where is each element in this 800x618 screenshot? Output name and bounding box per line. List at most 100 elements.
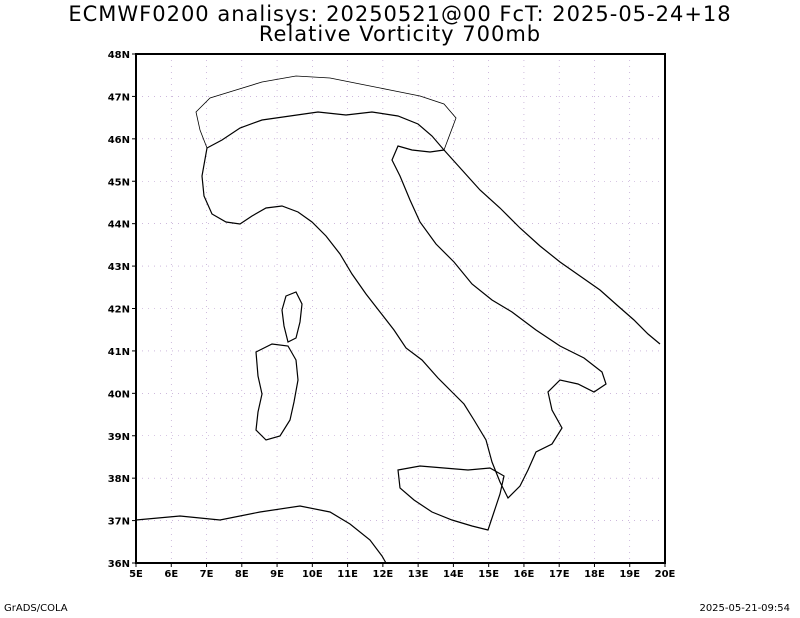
contour-line [534, 186, 547, 194]
contour-line [309, 468, 351, 492]
lon-tick-label: 10E [302, 569, 323, 580]
contour-line [327, 102, 354, 119]
contour-line [278, 140, 322, 200]
contour-line [313, 368, 327, 392]
contour-line [570, 238, 610, 263]
contour-line [407, 320, 434, 340]
contour-line [296, 165, 303, 175]
lat-tick-label: 36N [108, 559, 130, 570]
contour-line [557, 403, 664, 456]
contour-line [521, 179, 559, 202]
contour-line [616, 312, 624, 328]
contour-line [324, 431, 337, 448]
lon-tick-label: 6E [164, 569, 178, 580]
contour-line [551, 137, 569, 143]
contour-line [411, 114, 428, 127]
lat-tick-label: 40N [108, 389, 130, 400]
contour-line [393, 310, 446, 350]
contour-line [577, 413, 644, 446]
contour-line [577, 242, 604, 259]
lat-tick-label: 45N [108, 177, 130, 188]
contour-line [315, 372, 325, 388]
lat-tick-label: 43N [108, 262, 130, 273]
contour-line [142, 532, 158, 548]
lon-tick-label: 14E [443, 569, 464, 580]
contour-line [228, 135, 253, 165]
contour-line [450, 375, 490, 405]
latitude-axis: 48N 47N 46N 45N 44N 43N 42N 41N 40N 39N 38N 37N 36N [108, 50, 136, 570]
contour-line [367, 75, 394, 85]
contour-line [329, 329, 372, 372]
contour-line [224, 210, 235, 230]
lat-tick-label: 38N [108, 474, 130, 485]
contour-line [563, 233, 616, 266]
contour-line [414, 225, 427, 235]
contour-line [590, 420, 630, 440]
contour-line [490, 470, 630, 530]
contour-line [588, 378, 612, 402]
contour-line [322, 99, 358, 121]
contour-line [552, 497, 568, 504]
contour-line [635, 250, 645, 270]
contour-line [394, 101, 445, 139]
contour-line [608, 296, 632, 344]
contour-line [633, 245, 648, 275]
lon-tick-label: 8E [235, 569, 249, 580]
lon-tick-label: 17E [549, 569, 570, 580]
contour-line [156, 74, 204, 106]
contour-line [373, 78, 386, 83]
coastlines [136, 75, 661, 563]
contour-line [167, 173, 193, 207]
contour-line [171, 179, 188, 202]
contour-line [314, 419, 345, 462]
contour-line [221, 205, 238, 235]
contour-line [151, 419, 209, 461]
contour-line [521, 483, 599, 516]
contour-line [215, 120, 265, 180]
contour-line [580, 240, 660, 400]
contour-line [134, 524, 166, 556]
contour-line [198, 140, 222, 200]
contour-line [457, 380, 484, 400]
contour-line [583, 417, 636, 444]
contour-line [612, 304, 628, 336]
contour-field [130, 54, 665, 563]
contour-line [232, 140, 249, 160]
contour-line [295, 405, 305, 415]
contour-line [320, 320, 380, 380]
contour-line [324, 324, 375, 375]
contour-line [138, 528, 162, 552]
contour-line [570, 410, 650, 450]
contour-line [219, 125, 261, 175]
contour-line [630, 240, 650, 280]
contour-line [463, 385, 476, 395]
contour-line [508, 121, 613, 159]
lon-tick-label: 19E [619, 569, 640, 580]
contour-line [210, 475, 290, 525]
contour-line [159, 161, 202, 218]
negative-vorticity-contours [130, 65, 650, 560]
contour-line [168, 432, 191, 449]
lat-tick-label: 47N [108, 92, 130, 103]
contour-line [529, 487, 591, 514]
contour-line [399, 104, 442, 135]
contour-line [400, 315, 440, 345]
contour-line [388, 205, 452, 255]
contour-line [293, 160, 308, 180]
contour-line [375, 195, 465, 265]
contour-line [437, 365, 504, 415]
contour-line [206, 160, 214, 180]
contour-line [446, 274, 494, 306]
contour-line [584, 494, 616, 526]
contour-line [282, 145, 319, 195]
contour-line [163, 167, 197, 213]
lat-tick-label: 37N [108, 517, 130, 528]
lon-tick-label: 20E [655, 569, 676, 580]
contour-line [227, 215, 233, 225]
contour-line [291, 308, 309, 352]
contour-line [275, 385, 325, 435]
contour-line [160, 270, 240, 370]
chart-title: ECMWF0200 analisys: 20250521@00 FcT: 202… [68, 2, 732, 26]
contour-line [226, 245, 234, 255]
lat-tick-label: 39N [108, 432, 130, 443]
